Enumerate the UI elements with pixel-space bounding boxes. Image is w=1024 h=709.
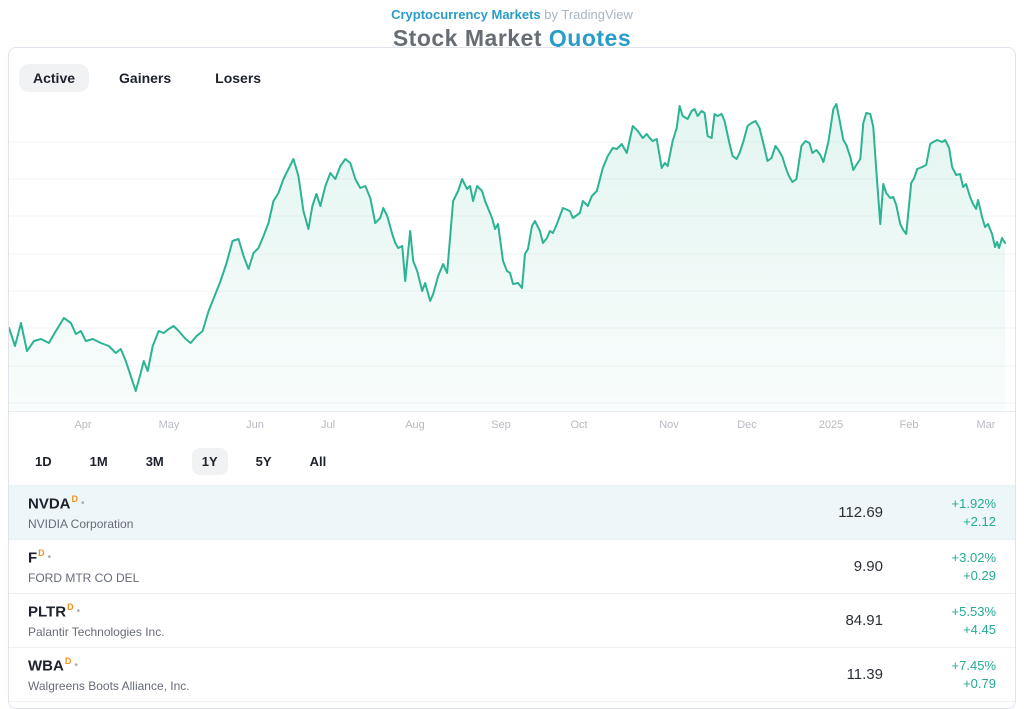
quote-change-absolute: +2.12 [963,513,996,529]
quote-change-percent: +3.02% [951,549,996,565]
price-chart-svg [9,103,1015,411]
page-title-main: Stock Market [392,25,549,51]
quote-change-absolute: +0.29 [963,567,996,583]
quote-company-name: Palantir Technologies Inc. [28,624,165,639]
quote-change: +5.53% +4.45 [883,603,996,639]
quote-change: +1.92% +2.12 [883,495,996,531]
quote-flag-d: D [67,602,74,613]
page-title: Stock Market Quotes [0,25,1024,52]
range-5y[interactable]: 5Y [246,448,282,475]
chart-line [9,103,1007,392]
quote-flag-d: D [38,548,45,559]
quote-dot-icon: • [76,605,81,617]
x-axis-label: Dec [737,419,757,431]
tab-losers[interactable]: Losers [201,64,275,92]
quote-change-percent: +5.53% [951,603,996,619]
quote-info: PLTRD • Palantir Technologies Inc. [28,602,763,638]
quote-symbol: F [28,549,38,567]
quote-company-name: Walgreens Boots Alliance, Inc. [28,678,190,693]
quote-flag-d: D [64,656,72,667]
quote-symbol: WBA [28,657,64,675]
chart-x-axis: Apr May Jun Jul Aug Sep Oct Nov Dec 2025 Feb Mar [9,411,1015,442]
x-axis-label: Jun [246,419,264,431]
quote-row-pltr[interactable]: PLTRD • Palantir Technologies Inc. 84.91 … [9,594,1015,648]
quote-row-wba[interactable]: WBAD • Walgreens Boots Alliance, Inc. 11.… [9,648,1015,702]
x-axis-label: Jul [320,419,336,431]
chart-area-fill [9,104,1006,411]
page-title-accent: Quotes [548,25,632,51]
quote-dot-icon: • [81,497,85,509]
quote-symbol: NVDA [28,495,71,513]
x-axis-label: Feb [899,419,919,431]
quote-company-name: NVIDIA Corporation [28,516,134,531]
crypto-markets-link[interactable]: Cryptocurrency Markets [391,7,541,22]
range-selector: 1D 1M 3M 1Y 5Y All [25,448,1015,475]
x-axis-label: 2025 [818,419,844,431]
quote-change: +7.45% +0.79 [883,657,996,693]
range-all[interactable]: All [300,448,337,475]
quote-company-name: FORD MTR CO DEL [28,570,140,585]
quote-dot-icon: • [74,659,78,671]
quote-dot-icon: • [47,551,52,563]
quote-change-percent: +7.45% [951,657,996,673]
quote-info: WBAD • Walgreens Boots Alliance, Inc. [28,656,763,692]
stock-quotes-widget: Active Gainers Losers Apr May Jun Jul Aug Sep… [8,47,1016,709]
quote-row-f[interactable]: FD • FORD MTR CO DEL 9.90 +3.02% +0.29 [9,540,1015,594]
range-1m[interactable]: 1M [80,448,118,475]
quote-info: NVDAD • NVIDIA Corporation [28,494,763,530]
x-axis-label: Sep [491,419,511,431]
quote-price: 84.91 [845,612,883,629]
by-tradingview-label: by TradingView [540,7,633,22]
x-axis-label: Mar [976,419,996,431]
x-axis-label: May [158,419,180,431]
page-header: Cryptocurrency Markets by TradingView St… [0,0,1024,52]
quote-flag-d: D [71,494,79,505]
quote-change-absolute: +4.45 [963,621,996,637]
price-chart[interactable] [9,96,1015,411]
x-axis-label: Apr [74,419,92,431]
quote-row-nvda[interactable]: NVDAD • NVIDIA Corporation 112.69 +1.92% … [9,486,1015,540]
range-1y[interactable]: 1Y [191,448,228,475]
tab-bar: Active Gainers Losers [19,64,1015,92]
x-axis-label: Oct [570,419,588,431]
tab-gainers[interactable]: Gainers [105,64,185,92]
quote-price: 11.39 [846,666,883,683]
x-axis-label: Aug [405,419,425,431]
range-3m[interactable]: 3M [136,448,174,475]
x-axis-label: Nov [659,419,679,431]
header-byline: Cryptocurrency Markets by TradingView [0,7,1024,23]
quote-price: 9.90 [853,558,883,575]
tab-active[interactable]: Active [19,64,90,92]
quote-info: FD • FORD MTR CO DEL [28,548,763,584]
quote-change-percent: +1.92% [951,495,996,511]
range-1d[interactable]: 1D [25,448,62,475]
quotes-table: NVDAD • NVIDIA Corporation 112.69 +1.92% … [9,485,1015,702]
quote-price: 112.69 [838,504,883,521]
quote-change: +3.02% +0.29 [883,549,996,585]
quote-change-absolute: +0.79 [963,675,996,691]
quote-symbol: PLTR [28,603,67,621]
